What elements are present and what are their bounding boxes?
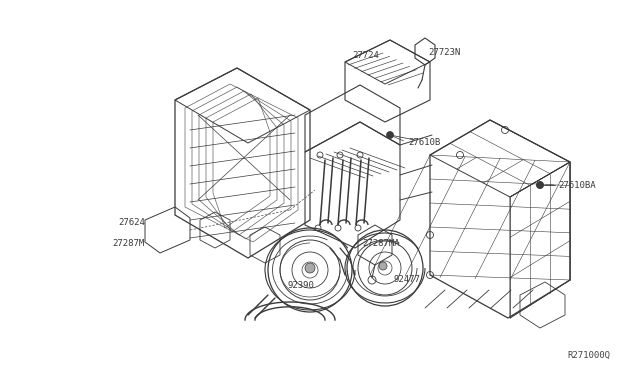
Text: 92390: 92390 [288, 280, 315, 289]
Text: 27723N: 27723N [428, 48, 460, 57]
Text: 27724: 27724 [352, 51, 379, 60]
Text: 27624: 27624 [118, 218, 145, 227]
Text: 27610B: 27610B [408, 138, 440, 147]
Text: 27287M: 27287M [112, 238, 144, 247]
Text: 92477: 92477 [394, 276, 421, 285]
Text: R271000Q: R271000Q [567, 350, 610, 359]
Circle shape [379, 262, 387, 270]
Circle shape [305, 263, 315, 273]
Text: 27287MA: 27287MA [362, 238, 399, 247]
Circle shape [536, 182, 543, 189]
Circle shape [387, 131, 394, 138]
Text: 27610BA: 27610BA [558, 180, 596, 189]
